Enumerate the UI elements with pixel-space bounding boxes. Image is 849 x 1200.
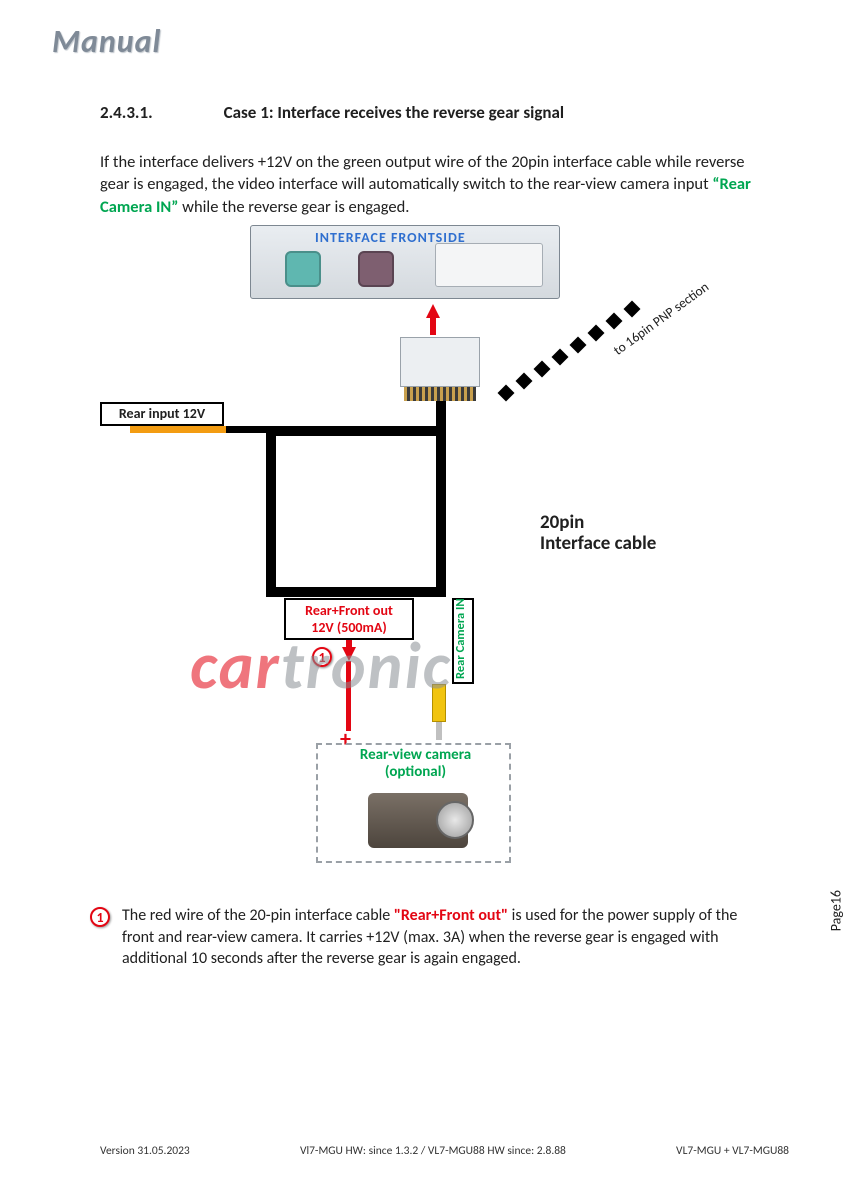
manual-header: Manual xyxy=(52,22,161,61)
pin20-line2: Interface cable xyxy=(540,532,656,555)
device-port-a xyxy=(285,251,321,287)
footer-center: Vl7-MGU HW: since 1.3.2 / VL7-MGU88 HW s… xyxy=(300,1144,566,1158)
dash-dot-icon xyxy=(606,313,623,330)
para-pre: If the interface delivers +12V on the gr… xyxy=(100,152,745,194)
footer-left: Version 31.05.2023 xyxy=(100,1144,190,1158)
dash-dot-icon xyxy=(624,301,641,318)
watermark: cartronic xyxy=(190,625,452,706)
page-number: Page16 xyxy=(827,890,844,931)
connector-pins xyxy=(404,387,476,401)
pin20-label: 20pin Interface cable xyxy=(540,513,656,555)
device-port-c xyxy=(435,243,543,287)
section-number: 2.4.3.1. xyxy=(100,102,220,123)
intro-paragraph: If the interface delivers +12V on the gr… xyxy=(100,151,760,218)
black-wire-h xyxy=(226,426,270,433)
connector-block xyxy=(400,337,480,387)
content-block: 2.4.3.1. Case 1: Interface receives the … xyxy=(100,102,760,218)
watermark-part1: car xyxy=(190,625,281,706)
cam-title-1: Rear-view camera xyxy=(360,746,471,764)
footer: Version 31.05.2023 Vl7-MGU HW: since 1.3… xyxy=(100,1144,789,1158)
footnote-highlight: "Rear+Front out" xyxy=(394,906,508,925)
section-title: Case 1: Interface receives the reverse g… xyxy=(224,102,564,123)
dash-dot-icon xyxy=(534,361,551,378)
trunk-wire-v2 xyxy=(266,426,276,596)
orange-wire xyxy=(130,426,226,433)
para-post: while the reverse gear is engaged. xyxy=(178,197,409,217)
pin20-line1: 20pin xyxy=(540,511,584,534)
rear-camera-in-label: Rear Camera IN xyxy=(453,598,468,679)
cam-title-2: (optional) xyxy=(385,763,446,781)
dash-dot-icon xyxy=(498,385,515,402)
device-port-b xyxy=(358,251,394,287)
red-arrow-up-stem xyxy=(430,317,436,335)
dash-dot-icon xyxy=(588,325,605,342)
trunk-wire-h1 xyxy=(266,426,446,436)
camera-title: Rear-view camera (optional) xyxy=(338,747,493,780)
dash-dot-icon xyxy=(552,349,569,366)
dash-dot-icon xyxy=(516,373,533,390)
rca-pin xyxy=(436,722,442,740)
camera-lens-icon xyxy=(436,801,474,839)
rfout-line1: Rear+Front out xyxy=(305,602,393,619)
footnote-marker-icon: 1 xyxy=(90,907,110,927)
wiring-diagram: INTERFACE FRONTSIDE to 16pin PNP section… xyxy=(100,225,760,865)
footnote-pre: The red wire of the 20-pin interface cab… xyxy=(122,906,394,925)
footer-right: VL7-MGU + VL7-MGU88 xyxy=(676,1144,789,1158)
trunk-wire-h2 xyxy=(266,587,446,597)
red-arrow-up-icon xyxy=(426,304,440,318)
footnote-text: The red wire of the 20-pin interface cab… xyxy=(122,905,762,970)
watermark-part2: tronic xyxy=(281,625,452,706)
dash-dot-icon xyxy=(570,337,587,354)
pnp-label: to 16pin PNP section xyxy=(610,278,712,359)
rear-input-12v-label: Rear input 12V xyxy=(100,402,224,426)
